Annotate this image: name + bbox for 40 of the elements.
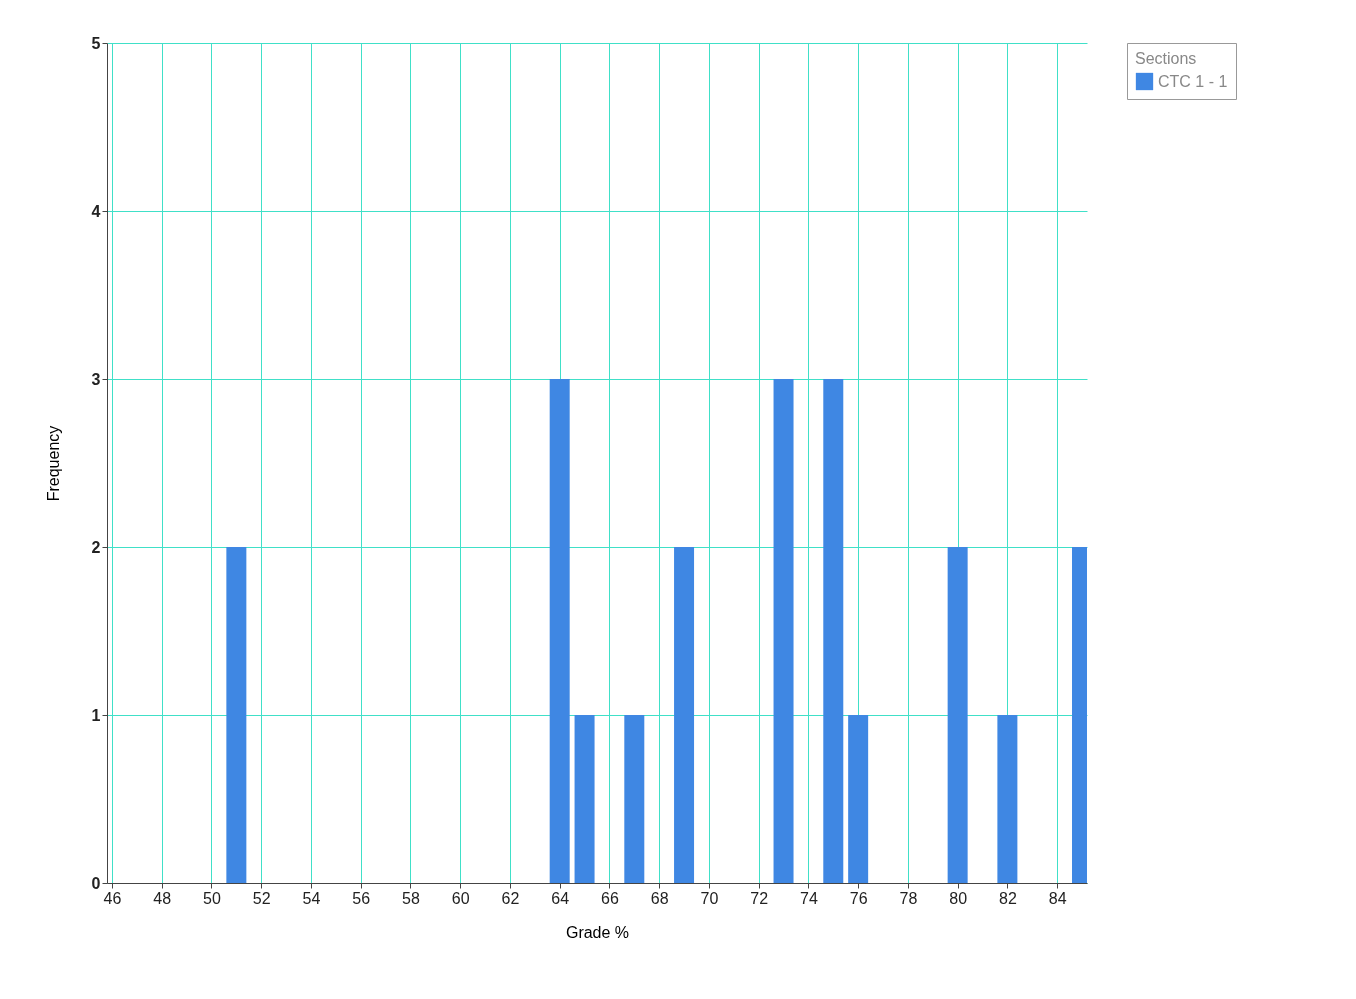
x-tick-label: 46 bbox=[103, 889, 122, 907]
y-tick-label: 1 bbox=[91, 706, 101, 724]
x-tick-label: 78 bbox=[899, 889, 918, 907]
x-tick-label: 56 bbox=[352, 889, 371, 907]
x-tick-label: 84 bbox=[1048, 889, 1067, 907]
y-tick-label: 5 bbox=[91, 34, 101, 52]
bar bbox=[624, 715, 645, 883]
y-tick-label: 2 bbox=[91, 538, 101, 556]
x-tick-label: 60 bbox=[451, 889, 470, 907]
bar bbox=[997, 715, 1018, 883]
bar bbox=[226, 547, 247, 883]
x-tick-label: 50 bbox=[203, 889, 221, 907]
x-tick-label: 54 bbox=[302, 889, 321, 907]
y-tick-label: 4 bbox=[91, 202, 101, 220]
x-tick-label: 70 bbox=[700, 889, 719, 907]
x-tick-label: 48 bbox=[153, 889, 172, 907]
y-tick-label: 0 bbox=[91, 874, 101, 892]
bar bbox=[574, 715, 595, 883]
x-tick-label: 80 bbox=[949, 889, 968, 907]
bar bbox=[549, 379, 570, 883]
x-tick-label: 52 bbox=[252, 889, 271, 907]
x-tick-label: 72 bbox=[750, 889, 769, 907]
x-tick-label: 62 bbox=[501, 889, 520, 907]
x-tick-label: 82 bbox=[998, 889, 1017, 907]
y-axis-title: Frequency bbox=[44, 425, 62, 502]
bar bbox=[823, 379, 844, 883]
y-tick-label: 3 bbox=[91, 370, 101, 388]
bar bbox=[773, 379, 794, 883]
legend-label: CTC 1 - 1 bbox=[1158, 72, 1228, 90]
x-tick-label: 58 bbox=[402, 889, 420, 907]
x-tick-label: 76 bbox=[849, 889, 868, 907]
x-tick-label: 64 bbox=[551, 889, 570, 907]
bar bbox=[848, 715, 869, 883]
x-tick-label: 66 bbox=[601, 889, 619, 907]
x-axis-title: Grade % bbox=[565, 923, 630, 941]
bar bbox=[674, 547, 695, 883]
x-tick-label: 74 bbox=[800, 889, 818, 907]
x-tick-label: 68 bbox=[650, 889, 669, 907]
bar bbox=[947, 547, 968, 883]
legend-title: Sections bbox=[1135, 50, 1197, 67]
